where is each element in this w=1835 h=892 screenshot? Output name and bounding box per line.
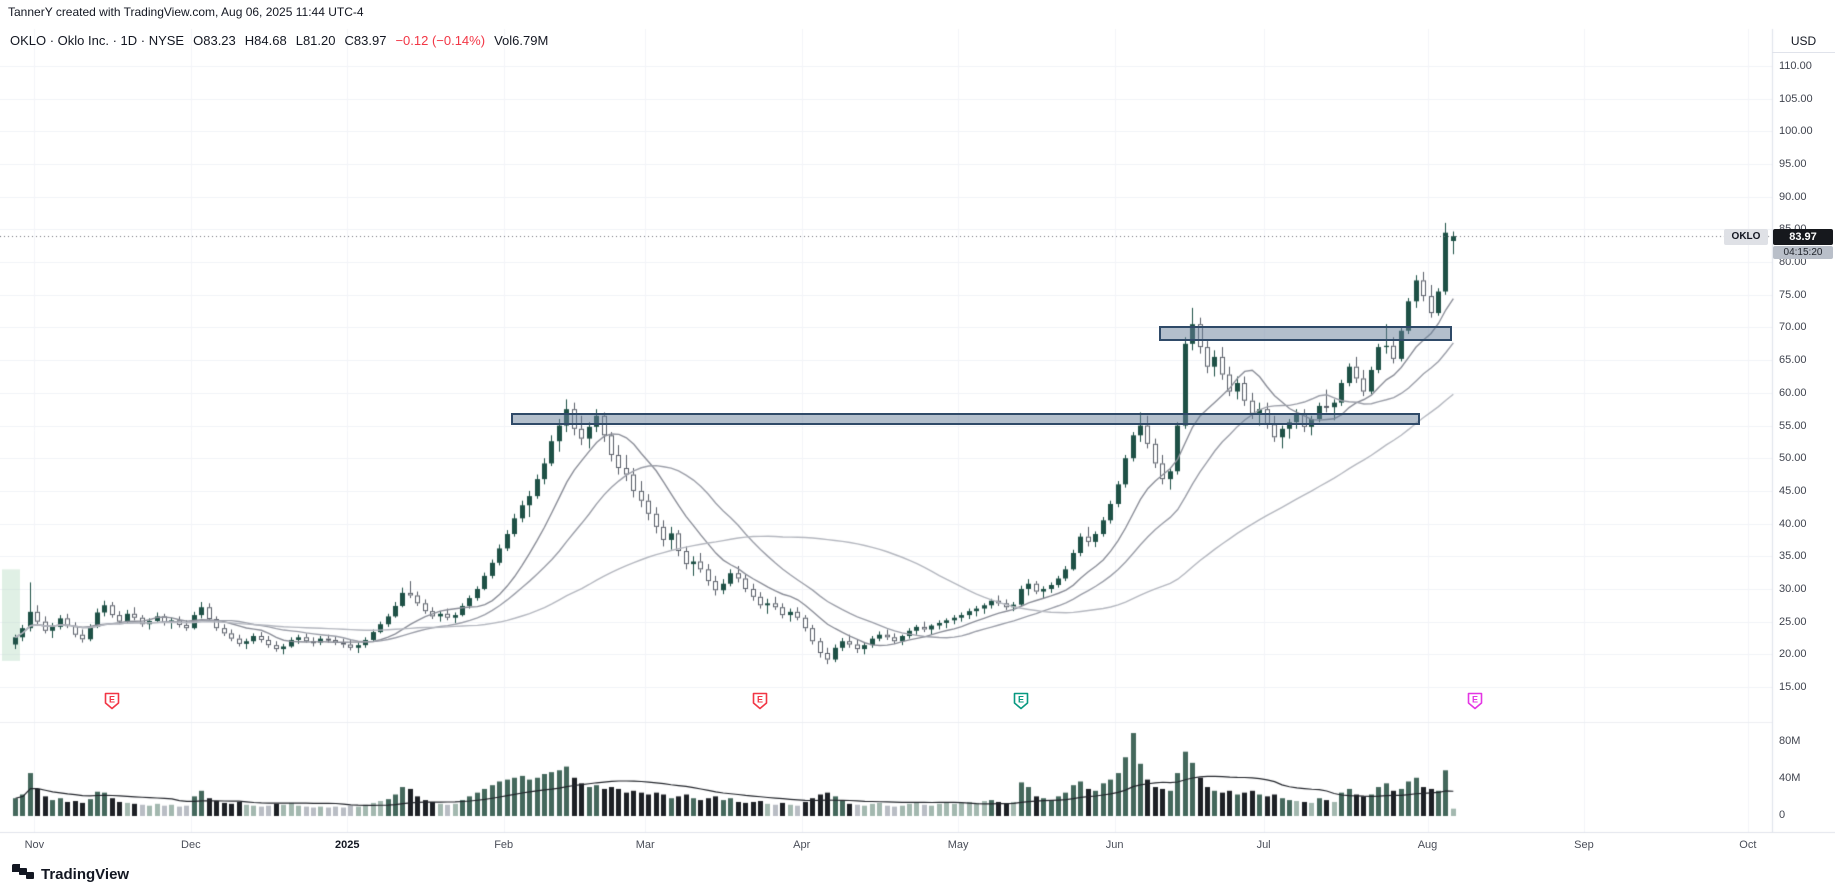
time-axis-label: Mar (635, 839, 655, 851)
svg-text:E: E (109, 695, 115, 705)
price-axis-label: 110.00 (1779, 60, 1812, 72)
price-axis-label: 15.00 (1779, 681, 1807, 693)
ohlc-close: C83.97 (344, 33, 387, 48)
time-axis-label: Feb (494, 839, 514, 851)
time-axis-label: May (947, 839, 969, 851)
ohlc-low: L81.20 (295, 33, 336, 48)
volume-axis-label: 80M (1779, 734, 1801, 747)
earnings-icon[interactable]: E (1013, 692, 1029, 710)
time-axis-label: Aug (1417, 839, 1438, 851)
tradingview-logo-icon (12, 864, 34, 884)
change-value: −0.12 (−0.14%) (395, 33, 486, 48)
price-axis-label: 105.00 (1779, 92, 1813, 105)
earnings-icon[interactable]: E (104, 692, 120, 710)
price-axis-label: 60.00 (1779, 386, 1807, 399)
price-axis-label: 20.00 (1779, 648, 1807, 661)
volume-axis-label: 40M (1779, 771, 1801, 784)
breakout-zone-68-70[interactable] (1159, 326, 1453, 341)
volume-readout: Vol6.79M (494, 33, 549, 48)
tradingview-brand-text: TradingView (41, 865, 130, 883)
price-axis-label: 55.00 (1779, 419, 1807, 432)
ohlc-open: O83.23 (193, 33, 236, 48)
price-axis-label: 40.00 (1779, 517, 1807, 530)
price-axis-label: 65.00 (1779, 354, 1807, 367)
price-label-symbol-chip: OKLO (1724, 228, 1768, 245)
price-axis-label: 75.00 (1779, 288, 1807, 301)
price-axis-label: 25.00 (1779, 615, 1807, 628)
time-axis-label: Nov (24, 839, 45, 851)
price-axis-label: 100.00 (1779, 125, 1813, 138)
tradingview-footer-logo[interactable]: TradingView (12, 862, 129, 886)
price-axis-label: 70.00 (1779, 321, 1807, 334)
symbol-info-bar: OKLO · Oklo Inc. · 1D · NYSE O83.23 H84.… (10, 33, 548, 48)
price-axis-label: 50.00 (1779, 452, 1807, 465)
earnings-icon[interactable]: E (752, 692, 768, 710)
time-axis-label: 2025 (335, 839, 360, 851)
time-axis-label: Dec (181, 839, 201, 851)
svg-text:E: E (757, 695, 763, 705)
price-axis-label: 35.00 (1779, 550, 1807, 563)
ohlc-high: H84.68 (244, 33, 287, 48)
volume-axis-label: 0 (1779, 809, 1786, 821)
symbol-title[interactable]: OKLO · Oklo Inc. · 1D · NYSE (10, 33, 185, 48)
currency-usd-button[interactable]: USD (1772, 30, 1835, 53)
attribution-text: TannerY created with TradingView.com, Au… (8, 5, 364, 19)
svg-text:E: E (1472, 695, 1478, 705)
price-axis-label: 95.00 (1779, 158, 1807, 171)
time-axis-label: Sep (1574, 839, 1594, 851)
price-axis-label: 30.00 (1779, 582, 1807, 595)
price-axis-label: 90.00 (1779, 190, 1807, 203)
earnings-icon[interactable]: E (1467, 692, 1483, 710)
breakout-zone-55-57[interactable] (511, 413, 1421, 425)
svg-text:E: E (1018, 695, 1024, 705)
time-axis-label: Oct (1739, 839, 1757, 851)
last-price-label: 83.97 (1773, 228, 1833, 245)
price-axis-label: 80.00 (1779, 256, 1807, 269)
bar-countdown-label: 04:15:20 (1773, 245, 1833, 259)
price-axis-label: 45.00 (1779, 484, 1807, 497)
time-axis-label: Apr (793, 839, 811, 851)
time-axis-label: Jul (1256, 839, 1271, 851)
time-axis-label: Jun (1105, 839, 1124, 851)
